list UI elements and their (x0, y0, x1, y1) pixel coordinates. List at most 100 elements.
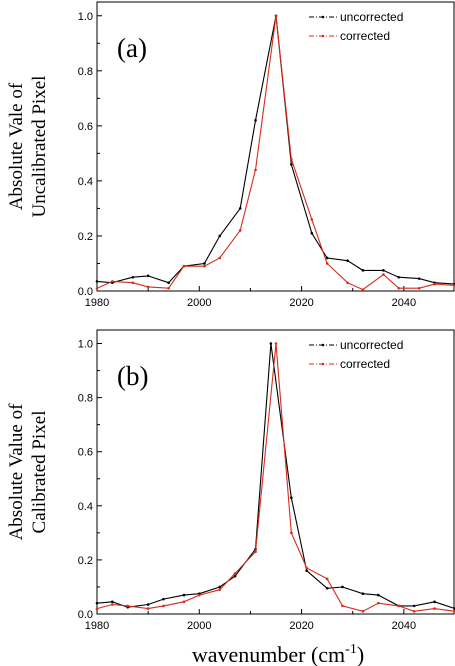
panel-b-point (412, 604, 416, 608)
panel-a-point (254, 168, 257, 172)
panel-a-point (146, 285, 150, 289)
panel-a-point (325, 256, 329, 260)
panel-a-point (274, 14, 278, 18)
panel-a-point (95, 280, 99, 283)
panel-b-point (111, 603, 114, 606)
panel-b-point (290, 531, 293, 535)
panel-b-point (95, 601, 99, 605)
panel-b-point (218, 585, 222, 589)
panel-b-ytick-label: 0.2 (78, 555, 93, 567)
panel-a-point (131, 281, 135, 285)
panel-a-series-uncorrected (96, 15, 455, 285)
panel-b-point (412, 609, 416, 613)
panel-a-point (218, 256, 222, 260)
panel-a-xtick-label: 2000 (187, 297, 211, 309)
panel-b-point (218, 588, 222, 591)
panel-b-point (254, 550, 257, 554)
panel-a-point (254, 119, 257, 122)
panel-a-ylabel-line: Absolute Vale of (6, 82, 27, 210)
x-axis-title: wavenumber (cm-1) (192, 642, 364, 666)
panel-a-point (397, 275, 401, 279)
panel-a-tag: (a) (117, 33, 147, 63)
panel-b-point (397, 604, 401, 608)
panel-a-point (325, 262, 329, 265)
panel-b-point (325, 587, 329, 590)
panel-b-point (146, 607, 150, 610)
panel-a-point (203, 262, 206, 265)
panel-b-point (325, 577, 329, 581)
panel-a-point (382, 269, 385, 272)
panel-a-point (417, 286, 421, 290)
panel-b-ylabel-line: Calibrated Pixel (29, 411, 50, 534)
panel-a-ylabel-line: Uncalibrated Pixel (29, 76, 50, 218)
panel-b-ytick-label: 0.8 (78, 393, 93, 405)
panel-a-point (346, 281, 349, 285)
panel-b-point (361, 592, 365, 596)
x-axis-title-end: ) (357, 642, 364, 666)
panel-a-point (310, 218, 314, 221)
panel-a-ytick-label: 0.4 (78, 176, 93, 188)
panel-b-point (233, 572, 237, 575)
panel-b-ytick-label: 0.0 (78, 609, 93, 621)
panel-a-legend-marker (321, 34, 325, 38)
panel-b-legend-marker (321, 362, 325, 366)
panel-a-point (361, 288, 365, 291)
panel-b-xtick-label: 1980 (85, 620, 109, 632)
panel-b-point (182, 593, 186, 597)
panel-a-xtick-label: 2040 (392, 297, 416, 309)
panel-b-point (376, 593, 380, 597)
panel-a-ytick-label: 0.6 (78, 121, 93, 133)
panel-a-point (397, 286, 401, 290)
panel-a-point (382, 273, 385, 276)
panel-b-point (341, 585, 344, 589)
panel-a-ytick-label: 0.0 (78, 286, 93, 298)
panel-a-legend-label: uncorrected (340, 10, 403, 24)
panel-b-point (376, 601, 380, 605)
panel-a-point (167, 281, 170, 285)
panel-b-point (361, 609, 365, 613)
panel-b-point (95, 607, 99, 610)
panel-a-legend-marker (321, 15, 325, 19)
panel-b-point (146, 603, 150, 606)
x-axis-title-main: wavenumber (cm (192, 642, 345, 666)
panel-b-point (197, 593, 201, 597)
panel-b-tag: (b) (117, 361, 148, 391)
panel-a-point (290, 157, 293, 161)
x-axis-title-sup: -1 (345, 642, 357, 657)
panel-b-point (433, 600, 436, 604)
panel-b-point (290, 496, 293, 499)
panel-b-ytick-label: 0.4 (78, 501, 93, 513)
panel-b-point (305, 566, 308, 570)
panel-a-point (290, 163, 293, 166)
panel-b-point (274, 342, 278, 345)
panel-b-point (126, 604, 129, 608)
panel-a-ytick-label: 0.8 (78, 66, 93, 78)
panel-a-point (361, 269, 365, 272)
panel-b-point (269, 342, 273, 345)
panel-a-point (203, 264, 206, 268)
panel-b-ytick-label: 1.0 (78, 339, 93, 351)
panel-b-ytick-label: 0.6 (78, 447, 93, 459)
panel-a-point (218, 234, 222, 238)
panel-b-point (182, 600, 186, 604)
panel-a-ytick-label: 1.0 (78, 11, 93, 23)
panel-b-point (433, 607, 436, 610)
panel-a-point (238, 229, 242, 232)
panel-b-point (233, 574, 237, 578)
panel-b-legend-label: uncorrected (340, 338, 403, 352)
panel-a-ytick-label: 0.2 (78, 231, 93, 243)
panel-a-point (131, 275, 135, 279)
panel-b-xtick-label: 2020 (289, 620, 313, 632)
panel-a-point (182, 264, 186, 268)
panel-a-point (111, 280, 114, 283)
panel-a-xtick-label: 1980 (85, 297, 109, 309)
panel-b-legend-marker (321, 343, 325, 347)
panel-b-series-uncorrected (96, 343, 455, 610)
panel-b-legend-label: corrected (340, 357, 390, 371)
panel-a-point (167, 286, 170, 290)
panel-b-point (111, 600, 114, 604)
panel-a-point (417, 277, 421, 280)
panel-b-xtick-label: 2000 (187, 620, 211, 632)
panel-a-series-corrected (96, 15, 455, 291)
